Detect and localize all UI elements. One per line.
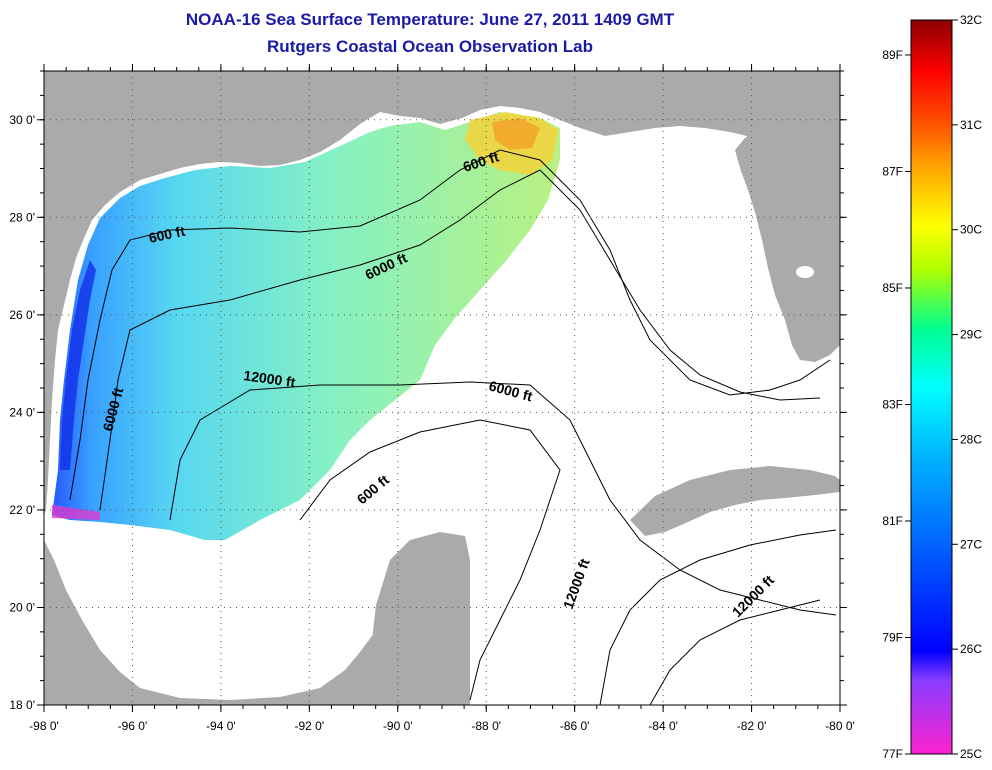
lat-tick-label: 20 0' <box>9 600 35 614</box>
lat-tick-label: 24 0' <box>9 405 35 419</box>
colorbar-labels: 32C 31C 30C 29C 28C 27C 26C 25C 89F 87F 85F 83F 81F 7… <box>882 13 982 761</box>
colorbar-fahrenheit-label: 79F <box>882 630 903 644</box>
colorbar-fahrenheit-label: 81F <box>882 514 903 528</box>
lat-tick-label: 30 0' <box>9 113 35 127</box>
lon-tick-label: -96 0' <box>118 719 148 733</box>
sst-warm-core <box>492 118 540 150</box>
sst-cold-fringe <box>52 505 100 520</box>
colorbar <box>910 19 953 755</box>
lat-tick-label: 26 0' <box>9 308 35 322</box>
isobath-label-12000ft-c: 12000 ft <box>243 367 297 390</box>
colorbar-celsius-label: 32C <box>960 13 982 27</box>
map-title: NOAA-16 Sea Surface Temperature: June 27… <box>185 10 675 29</box>
lon-tick-label: -88 0' <box>471 719 501 733</box>
isobath-contours <box>69 149 837 705</box>
sst-cool-band <box>60 260 96 470</box>
colorbar-celsius-label: 26C <box>960 642 982 656</box>
colorbar-celsius-label: 29C <box>960 328 982 342</box>
lon-tick-label: -90 0' <box>383 719 413 733</box>
map-gridlines <box>44 71 840 705</box>
lon-tick-label: -82 0' <box>737 719 767 733</box>
lat-tick-label: 28 0' <box>9 210 35 224</box>
colorbar-celsius-label: 28C <box>960 432 982 446</box>
lon-tick-label: -86 0' <box>560 719 590 733</box>
land-yucatan <box>372 532 470 705</box>
colorbar-fahrenheit-label: 89F <box>882 48 903 62</box>
lat-tick-label: 22 0' <box>9 503 35 517</box>
map-subtitle: Rutgers Coastal Ocean Observation Lab <box>267 37 593 56</box>
colorbar-fahrenheit-label: 77F <box>882 747 903 761</box>
axis-ticks: -98 0' -96 0' -94 0' -92 0' -90 0' -88 0' -86 … <box>9 64 855 733</box>
land-mexico <box>44 540 470 705</box>
lat-tick-label: 18 0' <box>9 698 35 712</box>
lon-tick-label: -94 0' <box>206 719 236 733</box>
colorbar-celsius-label: 31C <box>960 118 982 132</box>
colorbar-celsius-label: 25C <box>960 747 982 761</box>
colorbar-fahrenheit-label: 83F <box>882 397 903 411</box>
colorbar-celsius-label: 30C <box>960 223 982 237</box>
lon-tick-label: -84 0' <box>648 719 678 733</box>
isobath-label-600ft-w: 600 ft <box>147 223 186 246</box>
colorbar-fahrenheit-label: 85F <box>882 281 903 295</box>
lon-tick-label: -98 0' <box>29 719 59 733</box>
colorbar-fahrenheit-label: 87F <box>882 164 903 178</box>
land-florida <box>735 71 840 362</box>
lake-okeechobee <box>796 266 814 278</box>
lon-tick-label: -92 0' <box>295 719 325 733</box>
sst-data-region <box>52 112 560 540</box>
land-cuba <box>630 466 840 536</box>
lon-tick-label: -80 0' <box>825 719 855 733</box>
colorbar-celsius-label: 27C <box>960 537 982 551</box>
